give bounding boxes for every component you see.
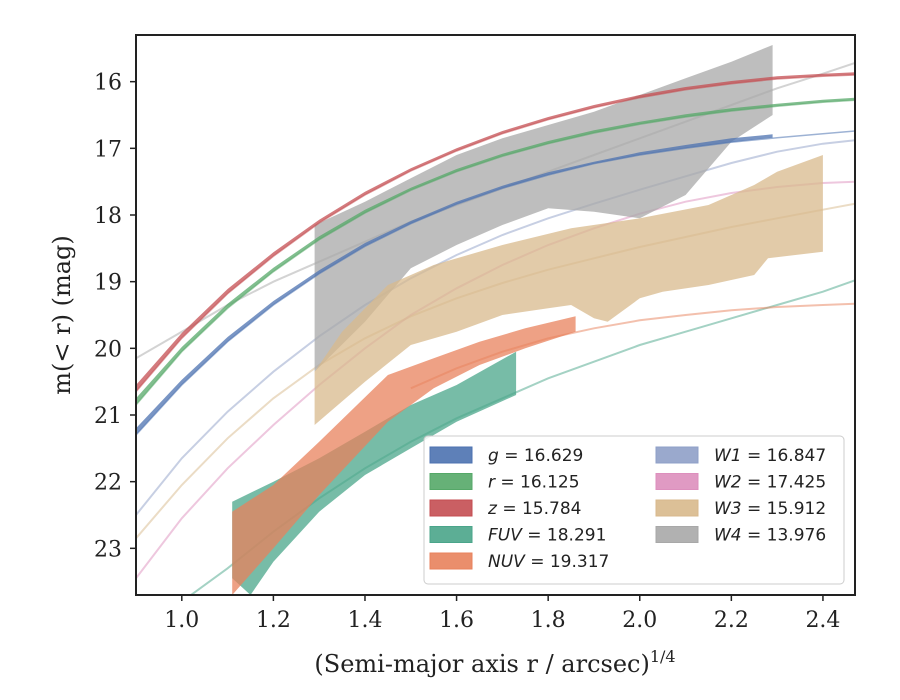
band-nuv — [232, 316, 576, 595]
y-tick-label: 17 — [94, 137, 122, 162]
band-w3 — [314, 155, 823, 425]
y-tick-label: 16 — [94, 71, 122, 96]
model-line-w1 — [136, 139, 855, 516]
band-w4 — [314, 45, 773, 372]
band-fuv — [232, 351, 517, 595]
model-line-r — [136, 99, 855, 406]
plot-area — [136, 45, 855, 595]
legend-swatch-r — [429, 473, 473, 490]
legend-label-w3: W3 = 15.912 — [714, 499, 826, 519]
x-tick-label: 1.2 — [256, 608, 291, 633]
legend-swatch-fuv — [429, 526, 473, 543]
y-tick-label: 23 — [94, 537, 122, 562]
legend-label-r: r = 16.125 — [488, 473, 580, 493]
axis-ticks: 1.0 1.2 1.4 1.6 1.8 2.0 2.2 2.4 16 17 18 19 20 21 22 23 — [94, 71, 840, 633]
model-line-g — [136, 130, 855, 436]
x-tick-label: 1.8 — [531, 608, 566, 633]
x-tick-label: 2.2 — [714, 608, 749, 633]
legend-swatch-nuv — [429, 552, 473, 570]
x-axis-label: (Semi-major axis r / arcsec)1/4 — [314, 647, 675, 678]
legend-box — [423, 435, 845, 585]
y-tick-label: 18 — [94, 204, 122, 229]
axes-frame — [135, 34, 856, 596]
legend-swatch-w3 — [655, 499, 699, 517]
y-tick-label: 21 — [94, 404, 122, 429]
y-tick-label: 19 — [94, 271, 122, 296]
y-tick-label: 22 — [94, 471, 122, 496]
legend-label-g: g = 16.629 — [488, 446, 583, 466]
legend: g = 16.629 r = 16.125 z = 15.784 FUV = 18.2… — [423, 435, 845, 585]
legend-swatch-w4 — [655, 526, 699, 543]
x-tick-label: 1.6 — [439, 608, 474, 633]
legend-label-fuv: FUV = 18.291 — [488, 526, 606, 546]
y-tick-label: 20 — [94, 337, 122, 362]
model-line-z — [136, 74, 855, 393]
x-tick-label: 2.4 — [805, 608, 840, 633]
legend-swatch-w1 — [655, 446, 699, 464]
y-axis-label: m(< r) (mag) — [48, 235, 76, 394]
legend-swatch-z — [429, 499, 473, 517]
x-tick-label: 1.0 — [164, 608, 199, 633]
legend-label-w4: W4 = 13.976 — [714, 526, 826, 546]
x-tick-label: 2.0 — [622, 608, 657, 633]
legend-swatch-g — [429, 446, 473, 464]
x-tick-label: 1.4 — [347, 608, 382, 633]
legend-label-w2: W2 = 17.425 — [714, 473, 826, 493]
legend-label-nuv: NUV = 19.317 — [488, 552, 609, 572]
legend-label-w1: W1 = 16.847 — [714, 446, 826, 466]
legend-swatch-w2 — [655, 473, 699, 490]
legend-label-z: z = 15.784 — [487, 499, 581, 519]
